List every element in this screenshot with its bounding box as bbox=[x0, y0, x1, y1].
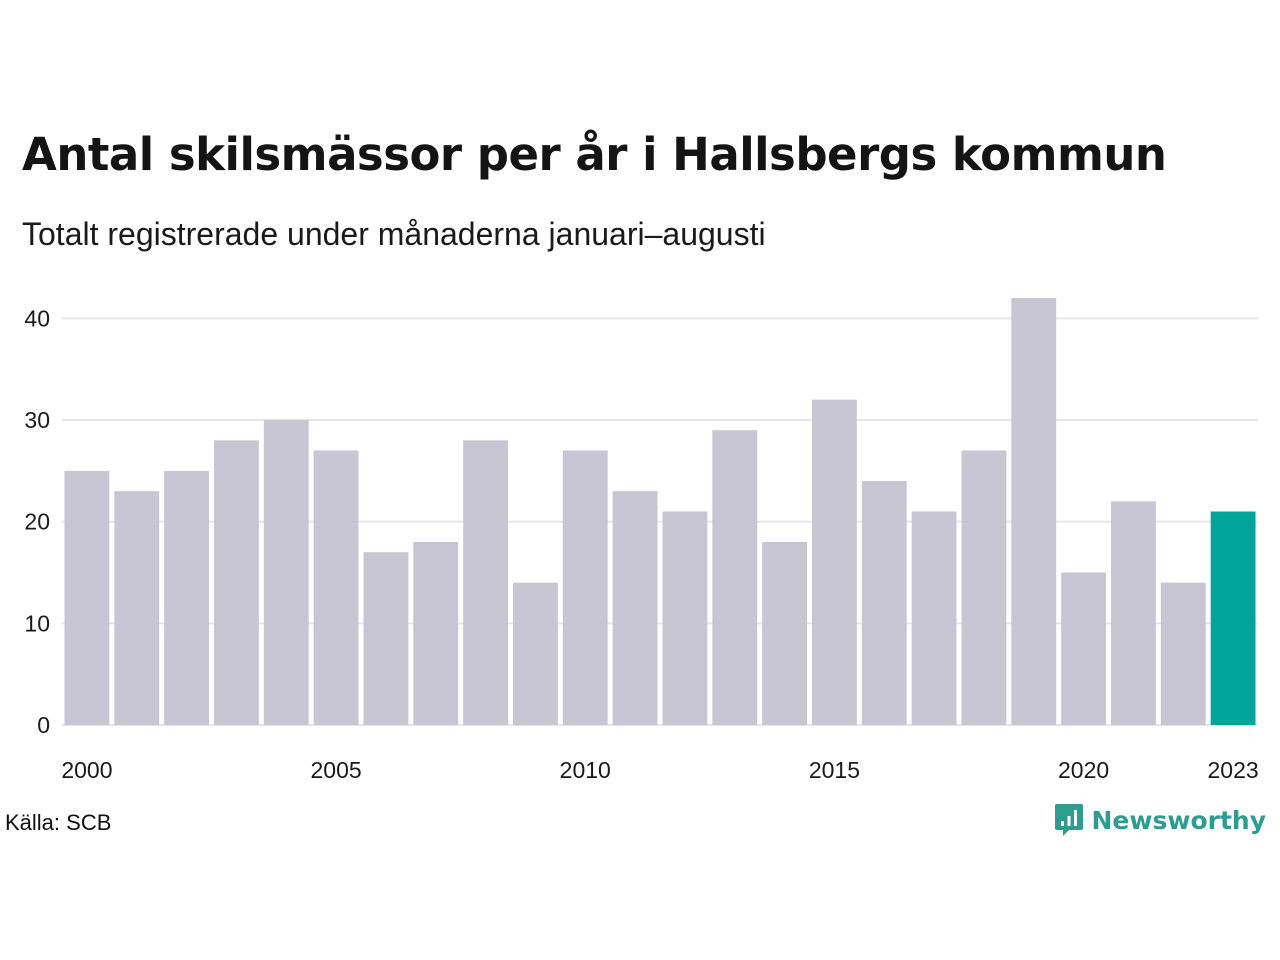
bar-2020: 2020: 15 bbox=[1061, 572, 1106, 725]
bar-2011: 2011: 23 bbox=[612, 491, 658, 725]
bar-2001: 2001: 23 bbox=[114, 491, 160, 725]
bar-2019: 2019: 42 bbox=[1011, 298, 1057, 725]
bar-2010: 2010: 27 bbox=[562, 450, 608, 725]
bar-chart: 0 10 20 30 40 2000: 252001: 232002: 252003: 2… bbox=[24, 298, 1259, 783]
bar-2017: 2017: 21 bbox=[911, 511, 957, 725]
bar-2006: 2006: 17 bbox=[363, 552, 409, 725]
bar-2000: 2000: 25 bbox=[64, 470, 110, 725]
bar-2023: 2023: 21 bbox=[1210, 511, 1256, 725]
y-tick-label: 20 bbox=[24, 509, 50, 535]
bar-2004: 2004: 30 bbox=[263, 420, 309, 725]
x-tick-label: 2023 bbox=[1207, 757, 1258, 783]
chart-subtitle: Totalt registrerade under månaderna janu… bbox=[22, 216, 766, 252]
x-tick-label: 2010 bbox=[560, 757, 611, 783]
brand-name: Newsworthy bbox=[1091, 805, 1267, 835]
bar-2009: 2009: 14 bbox=[513, 582, 558, 725]
chart-title: Antal skilsmässor per år i Hallsbergs ko… bbox=[22, 128, 1167, 181]
x-tick-label: 2015 bbox=[809, 757, 860, 783]
bar-2013: 2013: 29 bbox=[712, 430, 758, 725]
source-note: Källa: SCB bbox=[5, 810, 112, 835]
bar-2005: 2005: 27 bbox=[313, 450, 359, 725]
brand-logo: Newsworthy bbox=[1054, 802, 1267, 838]
bar-2018: 2018: 27 bbox=[961, 450, 1007, 725]
x-tick-label: 2020 bbox=[1058, 757, 1109, 783]
y-tick-label: 0 bbox=[37, 712, 50, 738]
bar-2012: 2012: 21 bbox=[662, 511, 708, 725]
bar-2016: 2016: 24 bbox=[861, 481, 907, 725]
bar-2007: 2007: 18 bbox=[413, 542, 459, 725]
bar-2014: 2014: 18 bbox=[762, 542, 807, 725]
bar-2002: 2002: 25 bbox=[164, 470, 209, 725]
bar-2008: 2008: 28 bbox=[463, 440, 508, 725]
y-tick-label: 30 bbox=[24, 407, 50, 433]
bar-2003: 2003: 28 bbox=[214, 440, 259, 725]
bar-2022: 2022: 14 bbox=[1160, 582, 1206, 725]
x-tick-label: 2005 bbox=[310, 757, 361, 783]
newsworthy-logo-icon bbox=[1054, 804, 1083, 836]
bar-2021: 2021: 22 bbox=[1111, 501, 1156, 725]
bar-2015: 2015: 32 bbox=[812, 399, 857, 725]
x-tick-label: 2000 bbox=[61, 757, 112, 783]
y-tick-label: 40 bbox=[24, 305, 50, 331]
y-tick-label: 10 bbox=[24, 610, 50, 636]
